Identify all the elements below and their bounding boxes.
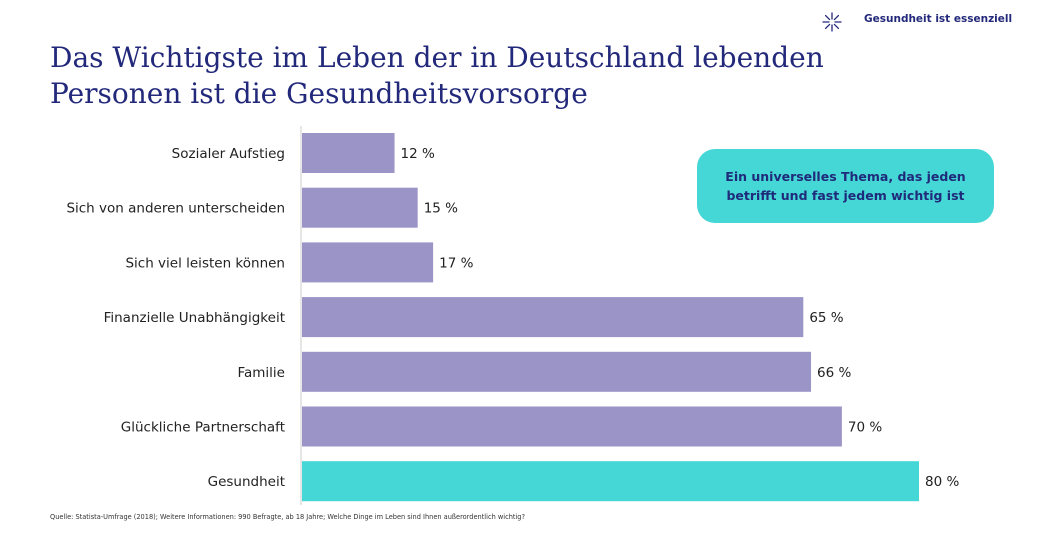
value-label: 65 % xyxy=(809,310,843,326)
value-label: 66 % xyxy=(817,365,851,381)
brand: Gesundheit ist essenziell xyxy=(822,12,1012,32)
category-label: Sich viel leisten können xyxy=(125,255,285,271)
bar xyxy=(302,406,842,447)
bar xyxy=(302,297,804,338)
bar xyxy=(302,242,434,283)
value-label: 12 % xyxy=(401,146,435,162)
callout-box: Ein universelles Thema, das jeden betrif… xyxy=(697,149,994,223)
brand-label: Gesundheit ist essenziell xyxy=(864,13,1013,25)
value-label: 70 % xyxy=(848,420,882,436)
callout-text: Ein universelles Thema, das jeden betrif… xyxy=(725,169,966,203)
value-label: 17 % xyxy=(439,255,473,271)
value-label: 80 % xyxy=(925,474,959,490)
bar xyxy=(302,187,418,228)
category-label: Glückliche Partnerschaft xyxy=(121,420,285,436)
value-label: 15 % xyxy=(424,201,458,217)
category-label: Gesundheit xyxy=(208,474,285,490)
bar xyxy=(302,461,919,502)
category-label: Sich von anderen unterscheiden xyxy=(66,201,285,217)
page-title: Das Wichtigste im Leben der in Deutschla… xyxy=(50,41,824,110)
bar xyxy=(302,133,395,173)
asterisk-sparkle-icon xyxy=(822,12,842,32)
category-label: Finanzielle Unabhängigkeit xyxy=(104,310,285,326)
category-label: Familie xyxy=(237,365,285,381)
category-label: Sozialer Aufstieg xyxy=(172,146,285,162)
source-note: Quelle: Statista-Umfrage (2018); Weitere… xyxy=(50,513,525,521)
bar xyxy=(302,351,812,392)
